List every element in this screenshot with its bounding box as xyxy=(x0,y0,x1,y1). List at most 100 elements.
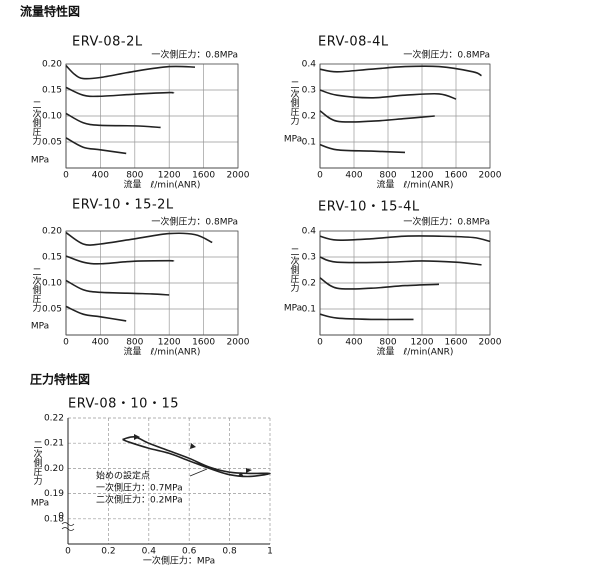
x-tick-label: 0 xyxy=(65,547,71,557)
data-line xyxy=(65,231,213,246)
plot-frame xyxy=(319,230,491,336)
x-axis-label: 流量 ℓ/min(ANR) xyxy=(377,179,454,191)
x-tick-label: 2000 xyxy=(479,338,502,348)
chart-title: ERV-10・15-2L xyxy=(72,198,174,213)
plot-frame xyxy=(65,63,239,169)
y-tick-label: 0.15 xyxy=(42,86,62,96)
y-axis-label: 二次側圧力 xyxy=(289,247,300,293)
x-tick-label: 0 xyxy=(317,171,323,181)
section-heading: 流量特性図 xyxy=(20,4,80,19)
x-tick-label: 800 xyxy=(379,171,396,181)
x-tick-label: 400 xyxy=(345,338,362,348)
y-axis-label: 二次側圧力 xyxy=(289,80,300,126)
x-tick-label: 1200 xyxy=(158,338,181,348)
y-tick-label: 0.1 xyxy=(302,305,316,315)
x-tick-label: 800 xyxy=(379,338,396,348)
y-tick-label: 0.4 xyxy=(302,227,317,237)
x-axis-label: 流量 ℓ/min(ANR) xyxy=(124,346,201,358)
annotation: 始めの設定点 xyxy=(96,470,150,482)
data-line xyxy=(319,256,482,266)
annotation: 一次側圧力：0.8MPa xyxy=(403,49,490,61)
data-line xyxy=(122,436,271,478)
data-line xyxy=(319,65,482,77)
x-tick-label: 1200 xyxy=(411,171,434,181)
x-tick-label: 1200 xyxy=(411,338,434,348)
chart-title: ERV-08・10・15 xyxy=(68,397,179,412)
y-tick-label: 0.10 xyxy=(42,279,62,289)
x-tick-label: 0.2 xyxy=(101,547,115,557)
y-tick-label: 0.05 xyxy=(42,305,62,315)
chart-title: ERV-08-2L xyxy=(72,35,143,50)
y-break-label: 0 xyxy=(58,512,64,522)
y-tick-label: 0.3 xyxy=(302,253,316,263)
y-tick-label: 0.1 xyxy=(302,138,316,148)
y-tick-label: 0.20 xyxy=(42,227,62,237)
x-axis-label: 流量 ℓ/min(ANR) xyxy=(124,179,201,191)
x-tick-label: 2000 xyxy=(227,171,250,181)
x-tick-label: 800 xyxy=(126,338,143,348)
plot-frame xyxy=(65,230,239,336)
y-tick-label: 0.10 xyxy=(42,112,62,122)
leader-line xyxy=(189,468,208,477)
x-tick-label: 1600 xyxy=(445,171,468,181)
x-tick-label: 0 xyxy=(63,338,69,348)
data-line xyxy=(319,313,414,321)
x-tick-label: 0.4 xyxy=(142,547,157,557)
x-tick-label: 2000 xyxy=(227,338,250,348)
y-tick-label: 0.15 xyxy=(42,253,62,263)
y-tick-label: 0.21 xyxy=(44,439,64,449)
y-tick-label: 0.18 xyxy=(44,514,64,524)
data-line xyxy=(319,110,435,123)
x-tick-label: 1600 xyxy=(192,338,215,348)
x-tick-label: 0 xyxy=(63,171,69,181)
data-line xyxy=(65,112,161,129)
y-tick-label: 0.20 xyxy=(44,464,64,474)
y-tick-label: 0.19 xyxy=(44,489,64,499)
y-axis-unit: MPa xyxy=(31,499,49,509)
x-tick-label: 2000 xyxy=(479,171,502,181)
x-tick-label: 0 xyxy=(317,338,323,348)
y-tick-label: 0.20 xyxy=(42,60,62,70)
data-line xyxy=(65,255,175,265)
y-tick-label: 0.2 xyxy=(302,112,316,122)
y-tick-label: 0.22 xyxy=(44,414,64,424)
y-tick-label: 0.3 xyxy=(302,86,316,96)
y-axis-unit: MPa xyxy=(31,322,49,332)
x-axis-label: 一次側圧力：MPa xyxy=(143,555,215,567)
data-line xyxy=(319,235,491,243)
y-axis-unit: MPa xyxy=(284,135,302,145)
chart-title: ERV-10・15-4L xyxy=(318,200,420,215)
annotation: 一次側圧力：0.8MPa xyxy=(403,216,490,228)
chart-title: ERV-08-4L xyxy=(318,35,389,50)
data-line xyxy=(65,279,170,296)
x-tick-label: 1200 xyxy=(158,171,181,181)
plot-frame xyxy=(319,63,491,169)
data-line xyxy=(319,143,406,154)
y-axis-unit: MPa xyxy=(31,156,49,166)
y-axis-label: 二次側圧力 xyxy=(32,440,43,486)
x-tick-label: 800 xyxy=(126,171,143,181)
data-line xyxy=(65,65,196,80)
x-tick-label: 0.8 xyxy=(222,547,237,557)
x-axis-label: 流量 ℓ/min(ANR) xyxy=(377,346,454,358)
y-tick-label: 0.4 xyxy=(302,60,317,70)
annotation: 一次側圧力：0.7MPa xyxy=(96,482,183,494)
data-line xyxy=(65,86,175,98)
x-tick-label: 400 xyxy=(92,338,109,348)
annotation: 一次側圧力：0.8MPa xyxy=(151,216,238,228)
y-tick-label: 0.2 xyxy=(302,279,316,289)
x-tick-label: 1600 xyxy=(445,338,468,348)
data-line xyxy=(65,137,127,155)
x-tick-label: 0.6 xyxy=(182,547,197,557)
x-tick-label: 1600 xyxy=(192,171,215,181)
x-tick-label: 1 xyxy=(267,547,273,557)
y-axis-unit: MPa xyxy=(284,304,302,314)
y-axis-label: 二次側圧力 xyxy=(31,267,42,313)
data-line xyxy=(319,89,457,100)
annotation: 一次側圧力：0.8MPa xyxy=(151,49,238,61)
section-heading: 圧力特性図 xyxy=(30,372,90,387)
annotation: 二次側圧力：0.2MPa xyxy=(96,494,183,506)
x-tick-label: 400 xyxy=(345,171,362,181)
arrow xyxy=(134,434,252,477)
